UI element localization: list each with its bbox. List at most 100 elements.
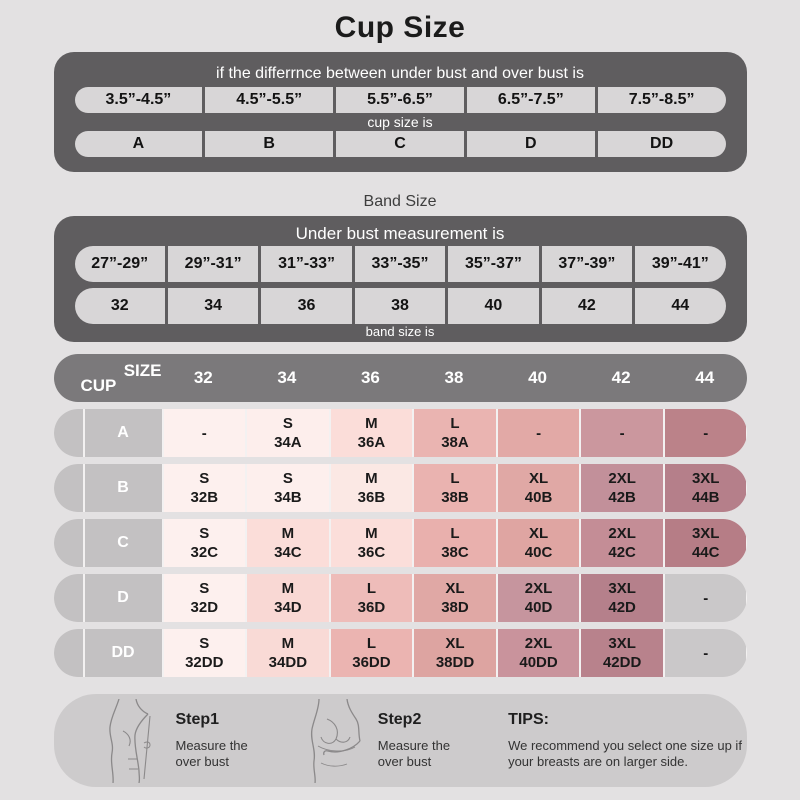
size-cell: M 36A <box>330 409 413 457</box>
size-cell: 3XL 44C <box>664 519 747 567</box>
band-number-cell: 42 <box>541 288 633 324</box>
underbust-cell: 35”-37” <box>448 246 539 282</box>
size-cell: L 38C <box>414 519 496 567</box>
size-cell: M 34DD <box>247 629 329 677</box>
step1-block: Step1 Measure the over bust <box>176 711 274 770</box>
underbust-heading: Under bust measurement is <box>295 224 505 243</box>
band-size-panel: Under bust measurement is 27”-29” 29”-31… <box>53 216 747 342</box>
size-cell: L 36D <box>330 574 413 622</box>
cup-letter-row: A B C D DD <box>74 131 726 157</box>
step2-title: Step2 <box>377 711 422 728</box>
size-cell: XL 38D <box>414 574 496 622</box>
band-size-is-label: band size is <box>365 324 435 339</box>
tips-description: We recommend you select one size up if y… <box>508 738 742 769</box>
cup-diff-cell: 6.5”-7.5” <box>466 87 595 113</box>
cup-letter-cell: B <box>205 131 334 157</box>
size-cell: - <box>664 629 747 677</box>
size-cell: S 34A <box>247 409 329 457</box>
size-matrix-header: SIZE CUP 32 34 36 38 40 42 44 <box>53 354 747 402</box>
step1-title: Step1 <box>175 711 220 728</box>
row-label: D <box>84 574 162 622</box>
underbust-cell: 29”-31” <box>167 246 259 282</box>
size-cell: - <box>497 409 580 457</box>
matrix-column-header: 32 <box>193 368 213 387</box>
cup-diff-heading: if the differrnce between under bust and… <box>216 65 584 82</box>
matrix-column-header: 44 <box>695 368 715 387</box>
matrix-column-header: 40 <box>528 368 548 387</box>
matrix-row-c: C S 32C M 34C M 36C L 38C XL 40C 2XL 42C… <box>53 519 747 567</box>
cup-letter-cell: A <box>74 131 203 157</box>
cup-letter-cell: C <box>336 131 464 157</box>
size-cell: 3XL 42DD <box>581 629 663 677</box>
size-cell: S 34B <box>247 464 329 512</box>
size-cell: M 34D <box>247 574 329 622</box>
cup-letter-cell: DD <box>597 131 726 157</box>
band-number-cell: 36 <box>261 288 352 324</box>
measure-overbust-figure-icon <box>108 698 151 783</box>
matrix-row-d: D S 32D M 34D L 36D XL 38D 2XL 40D 3XL 4… <box>53 574 747 622</box>
size-cell: - <box>163 409 246 457</box>
matrix-column-header: 38 <box>444 368 464 387</box>
matrix-column-header: 42 <box>611 368 631 387</box>
cup-size-panel: if the differrnce between under bust and… <box>53 52 747 172</box>
row-label: DD <box>84 629 162 677</box>
row-label: A <box>84 409 162 457</box>
row-label: B <box>84 464 162 512</box>
matrix-corner: SIZE CUP <box>54 354 162 402</box>
band-number-cell: 44 <box>635 288 726 324</box>
underbust-cell: 39”-41” <box>635 246 726 282</box>
matrix-column-header: 34 <box>277 368 297 387</box>
band-number-cell: 32 <box>74 288 165 324</box>
size-cell: - <box>664 574 747 622</box>
underbust-row: 27”-29” 29”-31” 31”-33” 33”-35” 35”-37” … <box>74 246 726 282</box>
size-cell: L 38A <box>414 409 496 457</box>
size-cell: 3XL 42D <box>581 574 663 622</box>
size-cell: S 32C <box>163 519 246 567</box>
row-cap <box>53 519 83 567</box>
band-size-title: Band Size <box>363 193 437 210</box>
size-cell: M 36C <box>330 519 413 567</box>
row-cap <box>53 629 83 677</box>
row-cap <box>53 464 83 512</box>
size-cell: 2XL 40D <box>497 574 580 622</box>
row-cap <box>53 574 83 622</box>
size-cell: M 36B <box>330 464 413 512</box>
size-cell: M 34C <box>247 519 329 567</box>
cup-diff-cell: 7.5”-8.5” <box>597 87 726 113</box>
band-number-cell: 38 <box>354 288 446 324</box>
matrix-column-header: 36 <box>360 368 380 387</box>
tips-block: TIPS: We recommend you select one size u… <box>508 711 746 770</box>
underbust-cell: 27”-29” <box>74 246 165 282</box>
cup-letter-cell: D <box>466 131 595 157</box>
size-cell: S 32D <box>163 574 246 622</box>
step1-description: Measure the over bust <box>175 738 248 769</box>
band-number-row: 32 34 36 38 40 42 44 <box>74 288 726 324</box>
measure-bust-figure-icon <box>310 698 361 783</box>
step2-description: Measure the over bust <box>377 738 451 769</box>
matrix-row-a: A - S 34A M 36A L 38A - - - <box>53 409 747 457</box>
cup-diff-cell: 3.5”-4.5” <box>74 87 203 113</box>
cup-diff-cell: 4.5”-5.5” <box>205 87 334 113</box>
step2-block: Step2 Measure the over bust <box>378 711 476 770</box>
cup-diff-cell: 5.5”-6.5” <box>336 87 464 113</box>
size-cell: 2XL 40DD <box>497 629 580 677</box>
band-number-cell: 34 <box>167 288 259 324</box>
size-cell: S 32DD <box>163 629 246 677</box>
size-cell: XL 40B <box>497 464 580 512</box>
row-label: C <box>84 519 162 567</box>
footer-panel: Step1 Measure the over bust Step2 Measur… <box>53 694 747 787</box>
underbust-cell: 37”-39” <box>541 246 633 282</box>
matrix-row-dd: DD S 32DD M 34DD L 36DD XL 38DD 2XL 40DD… <box>53 629 747 677</box>
size-cell: 2XL 42C <box>581 519 663 567</box>
underbust-cell: 33”-35” <box>354 246 446 282</box>
tips-title: TIPS: <box>508 711 549 728</box>
size-cell: S 32B <box>163 464 246 512</box>
size-cell: L 38B <box>414 464 496 512</box>
underbust-cell: 31”-33” <box>261 246 352 282</box>
cup-size-is-label: cup size is <box>367 114 433 130</box>
size-cell: 2XL 42B <box>581 464 663 512</box>
band-number-cell: 40 <box>448 288 539 324</box>
row-cap <box>53 409 83 457</box>
size-cell: - <box>664 409 747 457</box>
size-cell: - <box>581 409 663 457</box>
